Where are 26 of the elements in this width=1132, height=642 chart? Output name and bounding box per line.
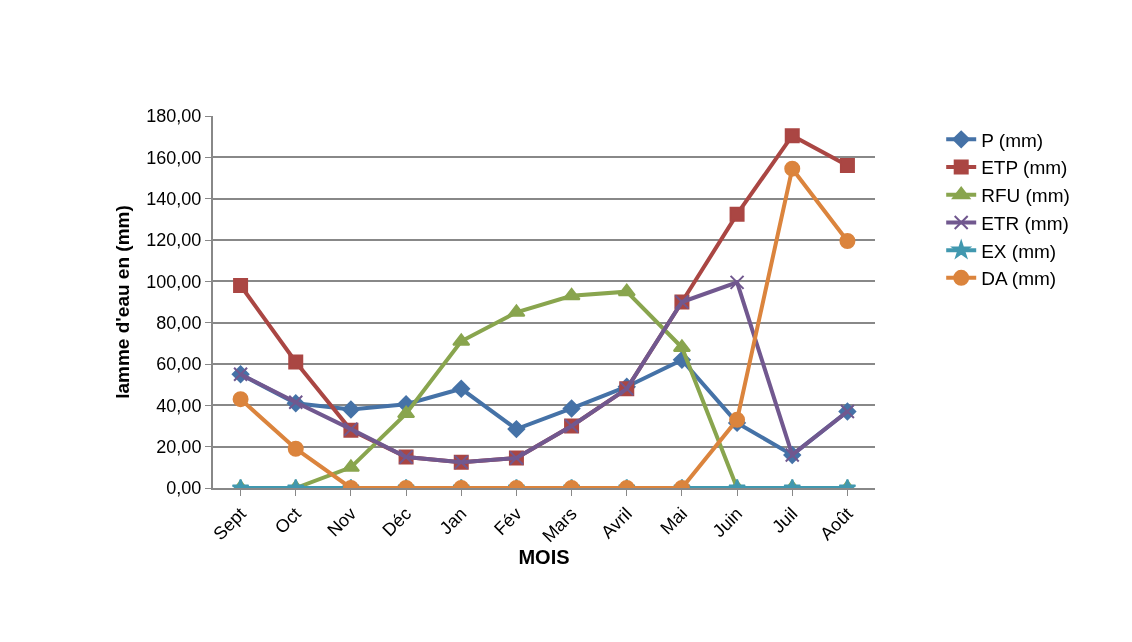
x-tick-label: Fév xyxy=(490,503,526,540)
y-tick-label: 20,00 xyxy=(156,436,202,457)
y-tick-label: 120,00 xyxy=(146,230,202,251)
y-tick-label: 60,00 xyxy=(156,354,202,375)
legend-label: ETP (mm) xyxy=(981,157,1068,179)
y-axis-title: lamme d'eau en (mm) xyxy=(111,205,133,399)
x-axis-title: MOIS xyxy=(518,546,570,569)
legend-label: P (mm) xyxy=(981,129,1044,151)
x-tick-label: Oct xyxy=(270,503,305,538)
x-tick-label: Déc xyxy=(378,503,416,541)
legend-label: EX (mm) xyxy=(981,240,1057,262)
y-tick-label: 40,00 xyxy=(156,395,202,416)
x-tick-label: Nov xyxy=(323,503,361,541)
y-tick-label: 0,00 xyxy=(166,478,202,499)
y-tick-label: 80,00 xyxy=(156,312,202,333)
y-tick-label: 160,00 xyxy=(146,147,202,168)
legend-label: ETR (mm) xyxy=(981,212,1069,234)
y-tick-label: 180,00 xyxy=(146,106,202,127)
y-tick-label: 140,00 xyxy=(146,188,202,209)
legend-label: RFU (mm) xyxy=(981,185,1070,207)
x-tick-label: Juil xyxy=(768,503,802,537)
y-tick-label: 100,00 xyxy=(146,271,202,292)
x-tick-label: Juin xyxy=(708,503,747,542)
x-tick-label: Jan xyxy=(435,503,471,539)
legend-label: DA (mm) xyxy=(981,268,1057,290)
x-tick-label: Mai xyxy=(656,503,692,539)
